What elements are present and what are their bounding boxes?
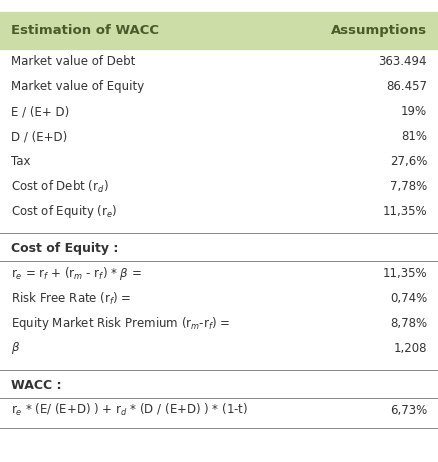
Text: 86.457: 86.457 xyxy=(386,80,427,93)
Text: D / (E+D): D / (E+D) xyxy=(11,130,67,143)
Text: Risk Free Rate (r$_f$) =: Risk Free Rate (r$_f$) = xyxy=(11,291,131,306)
Text: Cost of Equity (r$_e$): Cost of Equity (r$_e$) xyxy=(11,203,117,220)
Text: Market value of Debt: Market value of Debt xyxy=(11,55,135,68)
Text: Equity Market Risk Premium (r$_m$-r$_f$) =: Equity Market Risk Premium (r$_m$-r$_f$)… xyxy=(11,315,230,332)
Text: 81%: 81% xyxy=(401,130,427,143)
Text: Cost of Equity :: Cost of Equity : xyxy=(11,242,118,255)
Text: Tax: Tax xyxy=(11,155,31,168)
Text: 8,78%: 8,78% xyxy=(390,317,427,330)
Text: E / (E+ D): E / (E+ D) xyxy=(11,105,69,118)
Text: 19%: 19% xyxy=(401,105,427,118)
Text: $\beta$: $\beta$ xyxy=(11,340,20,356)
Text: r$_e$ * (E/ (E+D) ) + r$_d$ * (D / (E+D) ) * (1-t): r$_e$ * (E/ (E+D) ) + r$_d$ * (D / (E+D)… xyxy=(11,402,248,418)
Text: 27,6%: 27,6% xyxy=(390,155,427,168)
Text: 11,35%: 11,35% xyxy=(382,205,427,218)
Text: 6,73%: 6,73% xyxy=(390,404,427,417)
Text: WACC :: WACC : xyxy=(11,379,61,392)
Text: 0,74%: 0,74% xyxy=(390,292,427,305)
Text: Assumptions: Assumptions xyxy=(331,24,427,37)
Text: 1,208: 1,208 xyxy=(394,342,427,355)
Text: 363.494: 363.494 xyxy=(378,55,427,68)
Text: 7,78%: 7,78% xyxy=(390,180,427,193)
Text: Market value of Equity: Market value of Equity xyxy=(11,80,144,93)
Text: Estimation of WACC: Estimation of WACC xyxy=(11,24,159,37)
Text: r$_e$ = r$_f$ + (r$_m$ - r$_f$) * $\beta$ =: r$_e$ = r$_f$ + (r$_m$ - r$_f$) * $\beta… xyxy=(11,265,142,282)
Text: 11,35%: 11,35% xyxy=(382,267,427,280)
Text: Cost of Debt (r$_d$): Cost of Debt (r$_d$) xyxy=(11,179,109,195)
Bar xyxy=(0,12,438,49)
